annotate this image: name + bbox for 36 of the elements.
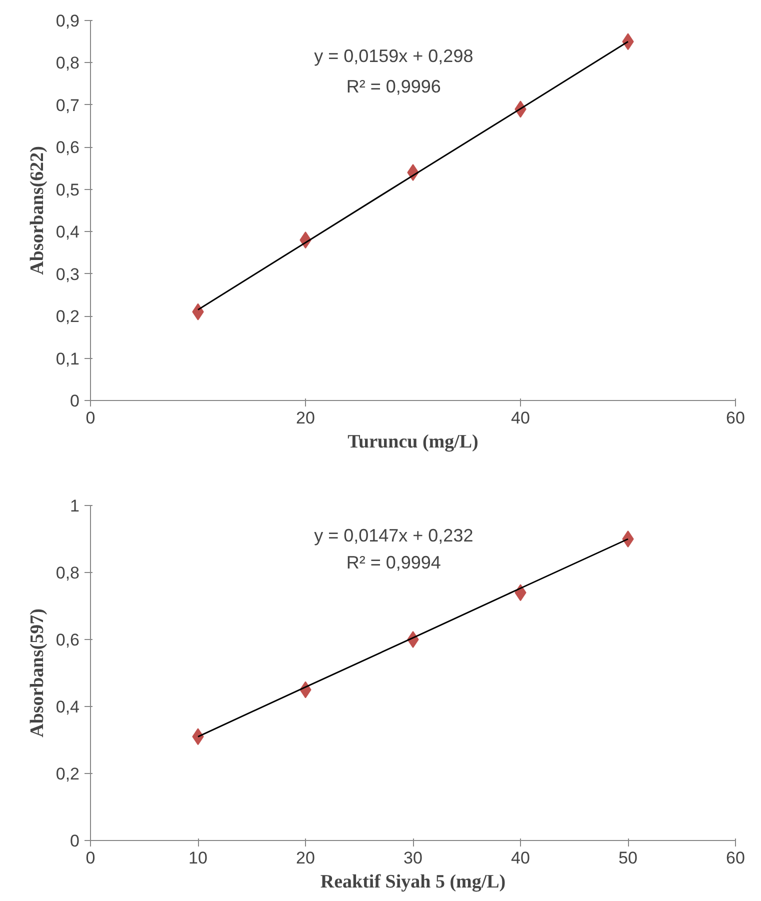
y-axis-title: Absorbans(622) bbox=[26, 146, 48, 275]
y-tick-label: 0,6 bbox=[56, 138, 80, 158]
x-tick-label: 60 bbox=[726, 848, 745, 868]
y-tick-label: 0,2 bbox=[56, 764, 80, 784]
annotation: y = 0,0147x + 0,232 bbox=[314, 526, 474, 546]
x-tick-label: 0 bbox=[86, 848, 96, 868]
y-axis-title: Absorbans(597) bbox=[26, 608, 48, 738]
x-tick-label: 10 bbox=[188, 848, 208, 868]
x-axis-title: Reaktif Siyah 5 (mg/L) bbox=[320, 872, 506, 892]
annotation: y = 0,0159x + 0,298 bbox=[314, 46, 474, 66]
annotation: R² = 0,9994 bbox=[346, 552, 441, 572]
x-tick-label: 20 bbox=[296, 408, 315, 428]
point bbox=[622, 530, 634, 548]
y-tick-label: 0,2 bbox=[56, 307, 80, 326]
x-tick-label: 40 bbox=[511, 848, 530, 868]
x-tick-label: 40 bbox=[511, 408, 530, 428]
y-tick-label: 1 bbox=[70, 496, 80, 516]
x-tick-label: 0 bbox=[86, 408, 96, 428]
x-tick-label: 50 bbox=[618, 848, 638, 868]
y-tick-label: 0,6 bbox=[56, 630, 80, 650]
y-tick-label: 0,5 bbox=[56, 180, 80, 200]
x-axis-title: Turuncu (mg/L) bbox=[348, 432, 478, 452]
y-tick-label: 0,8 bbox=[56, 564, 80, 582]
y-tick-label: 0,4 bbox=[56, 698, 80, 716]
y-tick-label: 0 bbox=[70, 392, 80, 410]
y-tick-label: 0,1 bbox=[56, 349, 80, 368]
y-tick-label: 0,8 bbox=[56, 54, 80, 73]
y-tick-label: 0 bbox=[70, 832, 80, 850]
x-tick-label: 20 bbox=[296, 848, 315, 868]
x-tick-label: 30 bbox=[404, 848, 422, 868]
x-tick-label: 60 bbox=[726, 408, 745, 428]
annotation: R² = 0,9996 bbox=[346, 76, 441, 96]
y-tick-label: 0,3 bbox=[56, 264, 80, 284]
y-tick-label: 0,4 bbox=[56, 222, 80, 242]
y-tick-label: 0,7 bbox=[56, 96, 80, 115]
y-tick-label: 0,9 bbox=[56, 12, 80, 30]
